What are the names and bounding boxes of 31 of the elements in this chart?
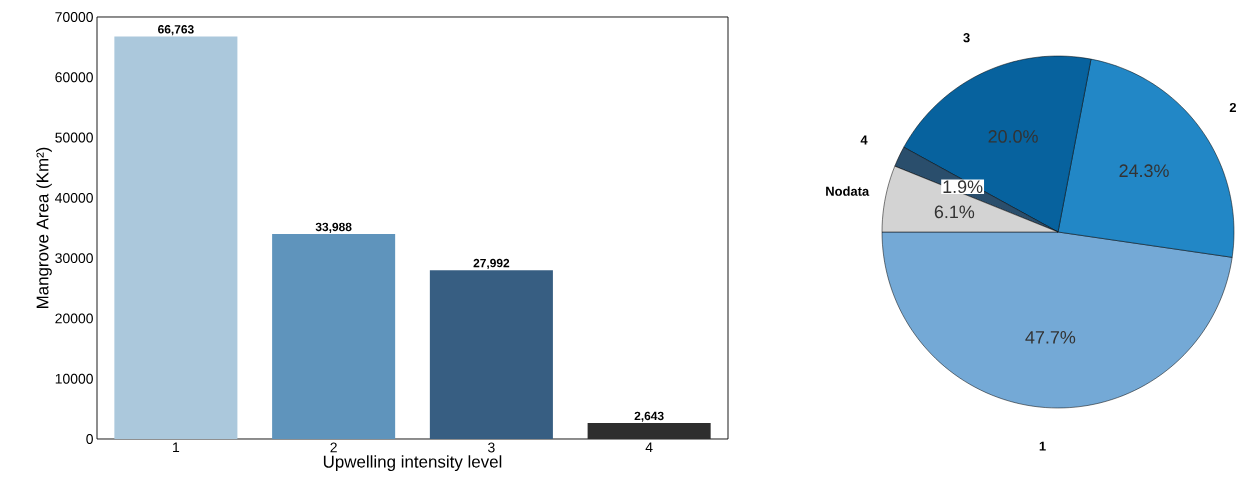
data-label: 66,763 [158,25,194,36]
x-tick-label: 2 [330,442,337,453]
data-label: 2,643 [634,411,664,422]
x-tick-label: 3 [488,442,495,453]
x-tick-label: 1 [173,442,180,453]
data-label: 47.7% [1025,331,1076,344]
y-tick-label: 10000 [55,373,93,384]
y-tick-label: 50000 [55,132,93,143]
x-tick-label: 4 [645,442,653,453]
y-tick-label: 0 [86,434,93,444]
slice-label: 2 [1229,102,1236,112]
x-axis-title: Upwelling intensity level [323,455,502,472]
data-label: 20.0% [988,130,1038,143]
y-tick-label: 60000 [55,72,93,83]
y-tick-label: 20000 [55,313,93,324]
slice-label: 3 [963,33,970,43]
bar [272,234,396,439]
data-label: 27,992 [473,258,510,270]
data-label: 6.1% [934,205,975,219]
data-label: 33,988 [315,222,352,233]
y-tick-label: 40000 [55,192,93,203]
data-label: 24.3% [1119,164,1169,178]
data-label: 1.9% [943,180,983,194]
y-tick-label: 30000 [55,253,93,264]
slice-label: 4 [860,135,868,145]
bar [587,423,711,439]
y-tick-label: 70000 [55,12,93,22]
bar [429,270,553,439]
slice-label: Nodata [826,186,870,196]
bar [114,36,238,439]
y-axis-title: Mangrove Area (Km²) [36,147,52,309]
